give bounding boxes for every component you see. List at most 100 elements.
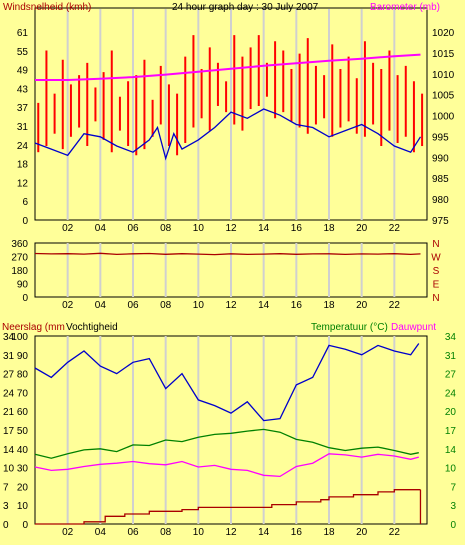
x-tick-label: 14 xyxy=(258,223,270,234)
x-tick-label: 08 xyxy=(160,527,172,538)
temperature-tick-label: 7 xyxy=(450,482,456,493)
rain-tick-label: 24 xyxy=(3,388,15,399)
barometer-tick-label: 1015 xyxy=(432,49,455,60)
x-tick-label: 04 xyxy=(95,527,107,538)
rain-tick-label: 7 xyxy=(3,482,9,493)
wind-direction-line xyxy=(34,252,421,256)
temperature-tick-label: 20 xyxy=(445,407,457,418)
direction-tick-label: 0 xyxy=(22,293,28,304)
temperature-tick-label: 0 xyxy=(450,520,456,531)
humidity-tick-label: 0 xyxy=(22,520,28,531)
x-tick-label: 02 xyxy=(62,300,74,311)
compass-tick-label: N xyxy=(432,293,439,304)
barometer-tick-label: 1020 xyxy=(432,28,455,39)
rain-tick-label: 27 xyxy=(3,370,15,381)
humidity-axis-label: Vochtigheid xyxy=(66,322,118,333)
humidity-tick-label: 20 xyxy=(17,482,29,493)
barometer-tick-label: 1000 xyxy=(432,112,455,123)
wind-tick-label: 31 xyxy=(17,122,29,133)
compass-tick-label: N xyxy=(432,239,439,250)
temperature-axis-label: Temperatuur (°C) xyxy=(311,322,388,333)
humidity-line xyxy=(34,343,420,422)
barometer-tick-label: 1005 xyxy=(432,91,455,102)
x-tick-label: 14 xyxy=(258,300,270,311)
rain-axis-label: Neerslag (mm xyxy=(2,322,65,333)
barometer-tick-label: 980 xyxy=(432,195,449,206)
x-tick-label: 22 xyxy=(389,527,401,538)
x-tick-label: 04 xyxy=(95,300,107,311)
rain-tick-label: 3 xyxy=(3,501,9,512)
x-tick-label: 16 xyxy=(291,223,303,234)
humidity-tick-label: 60 xyxy=(17,407,29,418)
wind-tick-label: 55 xyxy=(17,47,29,58)
barometer-tick-label: 990 xyxy=(432,153,449,164)
rain-tick-label: 31 xyxy=(3,351,15,362)
rain-tick-label: 14 xyxy=(3,445,15,456)
humidity-tick-label: 30 xyxy=(17,464,29,475)
chart-title: 24 hour graph day : 30 July 2007 xyxy=(172,2,319,13)
temperature-tick-label: 24 xyxy=(445,388,457,399)
x-tick-label: 18 xyxy=(323,223,335,234)
barometer-tick-label: 995 xyxy=(432,132,449,143)
wind-tick-label: 43 xyxy=(17,84,29,95)
direction-tick-label: 180 xyxy=(11,266,28,277)
wind-tick-label: 24 xyxy=(17,141,29,152)
x-tick-label: 18 xyxy=(323,300,335,311)
x-tick-label: 06 xyxy=(127,527,139,538)
x-tick-label: 14 xyxy=(258,527,270,538)
x-tick-label: 20 xyxy=(356,300,368,311)
x-tick-label: 22 xyxy=(389,223,401,234)
humidity-tick-label: 80 xyxy=(17,370,29,381)
x-tick-label: 02 xyxy=(62,527,74,538)
rain-tick-label: 34 xyxy=(3,332,15,343)
temperature-tick-label: 10 xyxy=(445,464,457,475)
x-tick-label: 10 xyxy=(193,300,205,311)
rain-tick-label: 21 xyxy=(3,407,15,418)
direction-tick-label: 90 xyxy=(17,280,29,291)
compass-tick-label: W xyxy=(431,253,441,264)
x-tick-label: 22 xyxy=(389,300,401,311)
x-tick-label: 18 xyxy=(323,527,335,538)
wind-tick-label: 61 xyxy=(17,28,29,39)
compass-tick-label: S xyxy=(433,266,440,277)
x-tick-label: 08 xyxy=(160,300,172,311)
x-tick-label: 12 xyxy=(225,300,237,311)
x-tick-label: 02 xyxy=(62,223,74,234)
x-tick-label: 08 xyxy=(160,223,172,234)
wind-tick-label: 37 xyxy=(17,103,29,114)
humidity-tick-label: 90 xyxy=(17,351,29,362)
temperature-tick-label: 27 xyxy=(445,370,457,381)
wind-tick-label: 49 xyxy=(17,66,29,77)
barometer-axis-label: Barometer (mb) xyxy=(370,2,440,13)
barometer-tick-label: 1010 xyxy=(432,70,455,81)
x-tick-label: 12 xyxy=(225,527,237,538)
dewpoint-axis-label: Dauwpunt xyxy=(391,322,436,333)
humidity-tick-label: 70 xyxy=(17,388,29,399)
x-tick-label: 10 xyxy=(193,527,205,538)
temperature-tick-label: 31 xyxy=(445,351,457,362)
x-tick-label: 12 xyxy=(225,223,237,234)
humidity-tick-label: 50 xyxy=(17,426,29,437)
wind-tick-label: 12 xyxy=(17,178,29,189)
wind-tick-label: 0 xyxy=(22,216,28,227)
grid-lines xyxy=(66,9,396,524)
temperature-tick-label: 34 xyxy=(445,332,457,343)
temperature-tick-label: 3 xyxy=(450,501,456,512)
x-tick-label: 20 xyxy=(356,527,368,538)
rain-step-line xyxy=(35,489,421,525)
rain-tick-label: 17 xyxy=(3,426,15,437)
series-lines xyxy=(34,35,424,525)
x-tick-label: 10 xyxy=(193,223,205,234)
compass-tick-label: E xyxy=(433,280,440,291)
rain-tick-label: 10 xyxy=(3,464,15,475)
barometer-line xyxy=(35,53,421,81)
x-tick-label: 06 xyxy=(127,300,139,311)
x-tick-label: 04 xyxy=(95,223,107,234)
rain-tick-label: 0 xyxy=(3,520,9,531)
x-tick-label: 20 xyxy=(356,223,368,234)
humidity-tick-label: 10 xyxy=(17,501,29,512)
barometer-tick-label: 985 xyxy=(432,174,449,185)
